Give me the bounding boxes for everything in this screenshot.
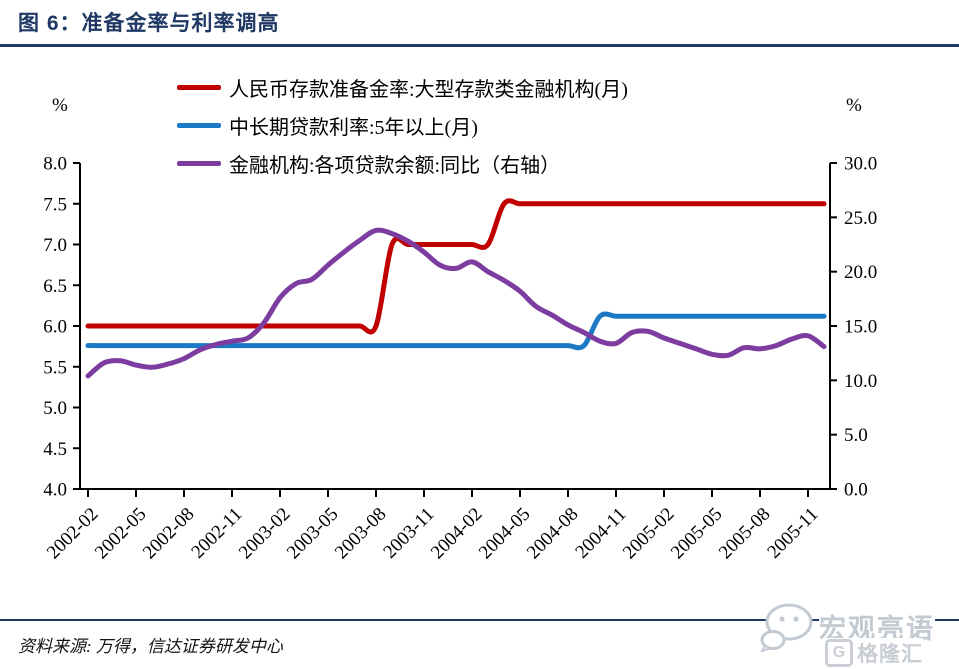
watermark: 宏观亮语 G 格隆汇 <box>759 600 959 669</box>
x-tick-label: 2002-11 <box>187 504 246 563</box>
series-line-reserve-ratio <box>85 198 827 335</box>
y-tick-label: 5.5 <box>43 357 67 378</box>
legend-item-loan-rate: 中长期贷款利率:5年以上(月) <box>177 106 628 144</box>
y-tick-label: 20.0 <box>844 262 877 283</box>
legend-item-reserve-ratio: 人民币存款准备金率:大型存款类金融机构(月) <box>177 68 628 106</box>
legend-label: 人民币存款准备金率:大型存款类金融机构(月) <box>229 78 628 101</box>
y-axis-right: 30.0 25.0 20.0 15.0 10.0 5.0 0.0 <box>830 154 877 501</box>
x-axis: 2002-022002-052002-082002-112003-022003-… <box>43 489 823 563</box>
y-tick-label: 6.0 <box>43 317 67 338</box>
x-tick-label: 2004-08 <box>523 504 583 564</box>
x-tick-label: 2003-11 <box>379 504 438 563</box>
x-tick-label: 2003-02 <box>235 504 295 564</box>
figure-title: 图 6：准备金率与利率调高 <box>18 12 280 35</box>
x-tick-label: 2005-08 <box>715 504 775 564</box>
x-tick-label: 2003-08 <box>331 504 391 564</box>
bottom-divider <box>0 619 959 621</box>
purple-line-swatch-icon <box>177 160 221 166</box>
blue-line-swatch-icon <box>177 122 221 128</box>
y-axis-left: 8.0 7.5 7.0 6.5 6.0 5.5 5.0 4.5 4.0 <box>43 154 80 501</box>
y-tick-label: 30.0 <box>844 154 877 175</box>
left-axis-unit: % <box>52 95 68 116</box>
x-tick-label: 2004-05 <box>475 504 535 564</box>
y-tick-label: 7.5 <box>43 194 67 215</box>
series-line-loan-rate <box>85 311 827 351</box>
y-tick-label: 15.0 <box>844 317 877 338</box>
y-tick-label: 10.0 <box>844 371 877 392</box>
y-tick-label: 4.5 <box>43 439 67 460</box>
y-tick-label: 4.0 <box>43 480 67 501</box>
right-axis-unit: % <box>846 95 862 116</box>
gelonghui-logo: G 格隆汇 <box>825 638 923 668</box>
y-tick-label: 0.0 <box>844 480 868 501</box>
y-tick-label: 6.5 <box>43 276 67 297</box>
x-tick-label: 2004-11 <box>571 504 630 563</box>
x-tick-label: 2002-05 <box>91 504 151 564</box>
y-tick-label: 5.0 <box>844 425 868 446</box>
x-tick-label: 2002-02 <box>43 504 103 564</box>
source-note: 资料来源: 万得，信达证券研发中心 <box>18 637 283 656</box>
y-tick-label: 8.0 <box>43 154 67 175</box>
x-tick-label: 2004-02 <box>427 504 487 564</box>
red-line-swatch-icon <box>177 84 221 90</box>
legend-item-loan-growth: 金融机构:各项贷款余额:同比（右轴） <box>177 144 628 182</box>
wechat-icon <box>760 603 813 652</box>
gelonghui-wordmark: 格隆汇 <box>857 643 923 666</box>
legend-label: 中长期贷款利率:5年以上(月) <box>229 116 478 139</box>
chart-legend: 人民币存款准备金率:大型存款类金融机构(月) 中长期贷款利率:5年以上(月) 金… <box>177 68 628 182</box>
top-divider <box>0 44 959 47</box>
series-line-loan-growth <box>85 227 827 379</box>
gelonghui-g-icon: G <box>825 639 853 667</box>
y-tick-label: 5.0 <box>43 398 67 419</box>
x-tick-label: 2002-08 <box>139 504 199 564</box>
x-tick-label: 2005-05 <box>667 504 727 564</box>
y-tick-label: 25.0 <box>844 208 877 229</box>
x-tick-label: 2003-05 <box>283 504 343 564</box>
x-tick-label: 2005-02 <box>619 504 679 564</box>
y-tick-label: 7.0 <box>43 235 67 256</box>
x-tick-label: 2005-11 <box>763 504 822 563</box>
legend-label: 金融机构:各项贷款余额:同比（右轴） <box>229 154 561 177</box>
